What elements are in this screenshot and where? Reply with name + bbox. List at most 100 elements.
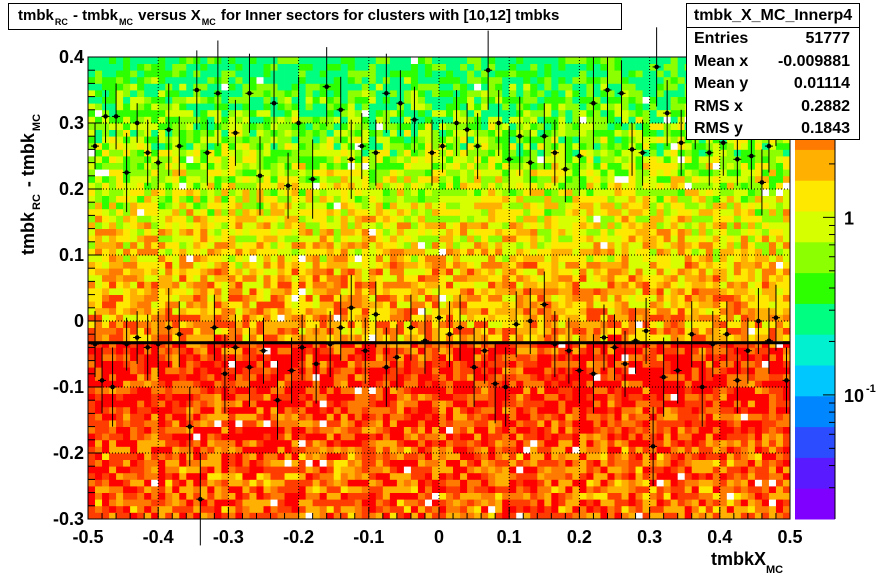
heatmap-cell bbox=[354, 281, 363, 289]
heatmap-cell bbox=[207, 208, 215, 216]
heatmap-cell bbox=[333, 433, 342, 441]
heatmap-cell bbox=[361, 472, 370, 480]
heatmap-cell bbox=[88, 439, 96, 447]
heatmap-cell bbox=[453, 472, 461, 480]
heatmap-cell bbox=[109, 215, 117, 223]
heatmap-cell bbox=[663, 294, 672, 302]
heatmap-cell bbox=[382, 453, 391, 460]
heatmap-cell bbox=[179, 512, 187, 520]
heatmap-cell bbox=[628, 228, 636, 236]
heatmap-cell bbox=[431, 499, 440, 507]
heatmap-cell bbox=[467, 512, 475, 520]
heatmap-cell bbox=[684, 261, 693, 269]
heatmap-cell bbox=[726, 373, 735, 381]
heatmap-cell bbox=[670, 294, 679, 302]
heatmap-cell bbox=[207, 189, 215, 196]
heatmap-cell bbox=[410, 472, 419, 480]
heatmap-cell bbox=[158, 248, 166, 256]
heatmap-cell bbox=[270, 248, 278, 256]
heatmap-cell bbox=[333, 294, 342, 302]
heatmap-cell bbox=[460, 208, 468, 216]
heatmap-cell bbox=[214, 512, 222, 520]
heatmap-cell bbox=[677, 466, 686, 474]
heatmap-cell bbox=[495, 499, 503, 507]
heatmap-cell bbox=[635, 453, 643, 460]
heatmap-cell bbox=[305, 466, 314, 474]
heatmap-cell bbox=[488, 301, 496, 309]
heatmap-cell bbox=[417, 479, 426, 487]
heatmap-cell bbox=[467, 406, 475, 414]
heatmap-cell bbox=[431, 268, 440, 276]
heatmap-cell bbox=[684, 340, 693, 348]
heatmap-cell bbox=[719, 288, 728, 295]
heatmap-cell bbox=[291, 360, 299, 368]
heatmap-cell bbox=[410, 334, 419, 342]
heatmap-cell bbox=[95, 466, 103, 474]
heatmap-cell bbox=[235, 334, 243, 342]
heatmap-cell bbox=[726, 472, 735, 480]
heatmap-cell bbox=[263, 439, 271, 447]
heatmap-cell bbox=[775, 228, 784, 236]
heatmap-cell bbox=[130, 486, 138, 493]
heatmap-cell bbox=[424, 340, 433, 348]
heatmap-cell bbox=[410, 426, 419, 434]
heatmap-cell bbox=[214, 446, 222, 454]
heatmap-cell bbox=[761, 380, 770, 388]
heatmap-cell bbox=[382, 235, 391, 243]
heatmap-cell bbox=[410, 373, 419, 381]
heatmap-cell bbox=[516, 307, 524, 315]
heatmap-cell bbox=[502, 327, 510, 335]
heatmap-cell bbox=[572, 327, 580, 335]
heatmap-cell bbox=[551, 499, 559, 507]
heatmap-cell bbox=[130, 327, 138, 335]
heatmap-cell bbox=[712, 453, 721, 460]
heatmap-cell bbox=[137, 261, 145, 269]
heatmap-cell bbox=[453, 387, 461, 394]
heatmap-cell bbox=[509, 208, 517, 216]
heatmap-cell bbox=[614, 472, 622, 480]
heatmap-cell bbox=[130, 340, 138, 348]
heatmap-cell bbox=[291, 459, 299, 467]
heatmap-cell bbox=[684, 439, 693, 447]
heatmap-cell bbox=[481, 466, 489, 474]
heatmap-cell bbox=[446, 387, 454, 394]
heatmap-cell bbox=[642, 486, 650, 493]
heatmap-cell bbox=[544, 479, 552, 487]
heatmap-cell bbox=[572, 439, 580, 447]
heatmap-cell bbox=[109, 281, 117, 289]
heatmap-cell bbox=[502, 453, 510, 460]
heatmap-cell bbox=[333, 393, 342, 401]
heatmap-cell bbox=[698, 314, 707, 322]
heatmap-cell bbox=[754, 499, 763, 507]
heatmap-cell bbox=[467, 189, 475, 196]
heatmap-cell bbox=[354, 261, 363, 269]
heatmap-cell bbox=[375, 215, 384, 223]
heatmap-cell bbox=[474, 373, 482, 381]
heatmap-cell bbox=[361, 479, 370, 487]
heatmap-cell bbox=[193, 472, 201, 480]
heatmap-cell bbox=[228, 314, 236, 322]
heatmap-cell bbox=[586, 505, 594, 513]
heatmap-cell bbox=[684, 235, 693, 243]
heatmap-cell bbox=[474, 307, 482, 315]
heatmap-cell bbox=[116, 189, 124, 196]
heatmap-cell bbox=[179, 406, 187, 414]
heatmap-cell bbox=[677, 479, 686, 487]
heatmap-cell bbox=[677, 347, 686, 355]
heatmap-cell bbox=[747, 314, 756, 322]
heatmap-cell bbox=[509, 420, 517, 427]
heatmap-cell bbox=[256, 433, 264, 441]
heatmap-cell bbox=[628, 426, 636, 434]
heatmap-cell bbox=[270, 340, 278, 348]
heatmap-cell bbox=[151, 354, 159, 361]
heatmap-cell bbox=[312, 208, 321, 216]
heatmap-cell bbox=[467, 301, 475, 309]
heatmap-cell bbox=[558, 314, 566, 322]
heatmap-cell bbox=[109, 314, 117, 322]
heatmap-cell bbox=[410, 301, 419, 309]
heatmap-cell bbox=[403, 393, 412, 401]
heatmap-cell bbox=[137, 492, 145, 500]
heatmap-cell bbox=[263, 334, 271, 342]
heatmap-cell bbox=[467, 492, 475, 500]
heatmap-cell bbox=[270, 393, 278, 401]
